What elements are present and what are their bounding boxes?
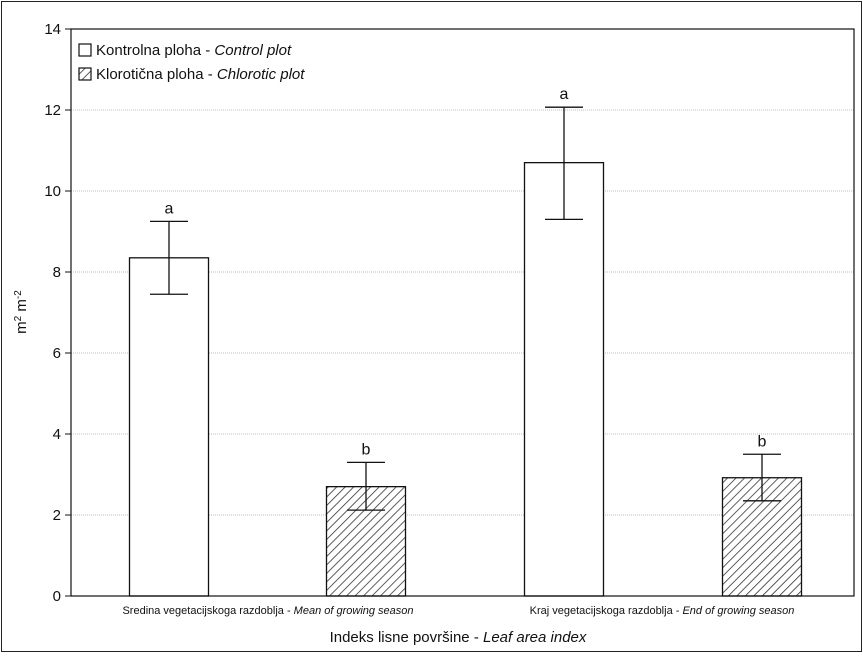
y-tick-label-6: 6 (53, 345, 61, 362)
legend-label-chlorotic: Klorotična ploha - Chlorotic plot (96, 66, 305, 83)
significance-label-series0-cat1: a (560, 86, 569, 103)
significance-label-series0-cat0: a (165, 200, 174, 217)
bars: a a b b (128, 86, 803, 597)
significance-label-series1-cat0: b (362, 441, 371, 458)
legend-label-control: Kontrolna ploha - Control plot (96, 42, 292, 59)
plot-frame (70, 28, 855, 597)
y-tick-label-10: 10 (44, 183, 61, 200)
y-tick-label-8: 8 (53, 264, 61, 281)
x-axis-title: Indeks lisne površine - Leaf area index (330, 629, 587, 646)
bar-series0-cat1 (523, 161, 605, 597)
axes: 0 2 4 6 8 10 12 14 (44, 21, 855, 605)
y-tick-label-12: 12 (44, 102, 61, 119)
bar-series0-cat0 (128, 257, 210, 597)
significance-label-series1-cat1: b (758, 433, 767, 450)
y-tick-label-14: 14 (44, 21, 61, 38)
legend-swatch-chlorotic (78, 67, 92, 81)
y-tick-label-0: 0 (53, 588, 61, 605)
legend: Kontrolna ploha - Control plot Klorotičn… (78, 42, 305, 83)
y-tick-label-4: 4 (53, 426, 61, 443)
x-category-label-end: Kraj vegetacijskoga razdoblja - End of g… (530, 605, 795, 617)
x-category-label-mean: Sredina vegetacijskoga razdoblja - Mean … (122, 605, 413, 617)
y-axis-title: m2 m-2 (13, 290, 31, 334)
y-tick-label-2: 2 (53, 507, 61, 524)
legend-swatch-control (78, 43, 92, 57)
